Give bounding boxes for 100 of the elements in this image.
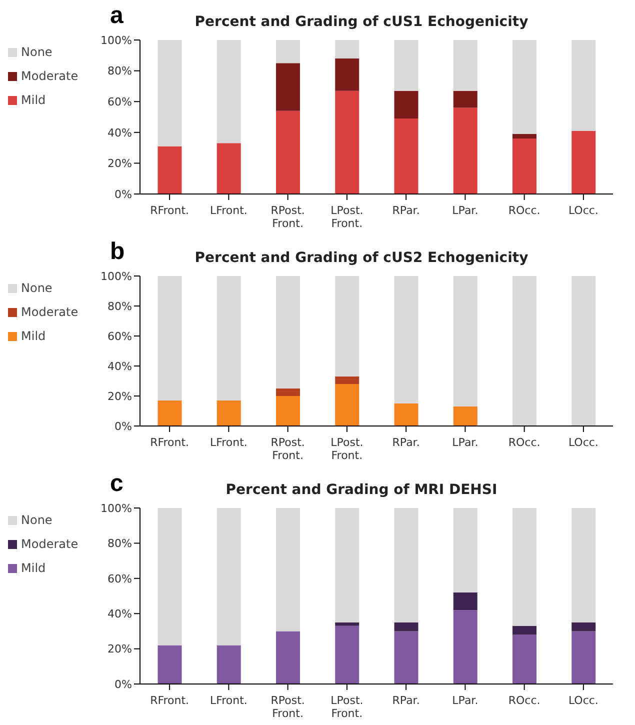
bar <box>512 134 536 139</box>
y-tick-label: 60% <box>108 572 132 586</box>
bar <box>335 626 360 684</box>
bar <box>276 631 300 684</box>
bar <box>335 622 360 626</box>
bar <box>572 276 596 426</box>
bar <box>512 138 536 194</box>
bar <box>216 40 241 144</box>
x-tick-label: ROcc. <box>508 694 540 707</box>
legend-label: None <box>21 281 52 295</box>
x-tick-label: LPar. <box>452 436 478 449</box>
bar <box>276 396 300 426</box>
bar <box>335 90 360 194</box>
x-tick-label: ROcc. <box>508 204 540 217</box>
y-tick-label: 100% <box>100 502 132 515</box>
bar <box>394 118 418 194</box>
y-tick-label: 100% <box>100 34 132 47</box>
bar <box>276 110 300 194</box>
x-tick-label: RFront. <box>150 204 190 217</box>
legend-label: None <box>21 45 52 59</box>
legend-label: Mild <box>21 329 46 343</box>
chart-title: Percent and Grading of cUS2 Echogenicity <box>194 250 528 266</box>
y-tick-label: 20% <box>108 642 132 656</box>
bar <box>335 376 360 384</box>
chart-title: Percent and Grading of cUS1 Echogenicity <box>194 14 528 30</box>
x-tick-label: RPost. Front. <box>270 204 305 230</box>
y-tick-label: 20% <box>108 157 132 170</box>
bar <box>453 406 478 426</box>
bar <box>394 276 418 404</box>
text: b <box>110 238 125 266</box>
y-tick-label: 80% <box>108 300 132 313</box>
y-tick-label: 60% <box>108 330 132 343</box>
x-tick-label: RFront. <box>150 694 190 707</box>
bar <box>276 40 300 64</box>
bar <box>335 276 360 376</box>
y-tick-label: 0% <box>114 188 132 201</box>
x-tick-label: ROcc. <box>508 436 540 449</box>
x-tick-label: LPar. <box>452 694 478 707</box>
bar <box>394 622 418 632</box>
bar <box>158 40 182 146</box>
bar <box>572 508 596 622</box>
legend-label: Mild <box>21 93 46 107</box>
bar <box>216 508 241 646</box>
x-tick-label: RPar. <box>392 694 420 707</box>
x-tick-label: LOcc. <box>568 204 598 217</box>
bar <box>453 40 478 91</box>
legend-label: None <box>21 513 52 527</box>
x-tick-label: LOcc. <box>568 436 598 449</box>
bar <box>394 631 418 684</box>
y-tick-label: 40% <box>108 126 132 140</box>
y-tick-label: 0% <box>114 420 132 433</box>
bar <box>276 63 300 111</box>
bar <box>158 508 182 646</box>
x-tick-label: LPost. Front. <box>330 204 364 230</box>
bar <box>158 645 182 684</box>
bar <box>572 622 596 632</box>
bar <box>216 276 241 400</box>
y-tick-label: 40% <box>108 608 132 621</box>
bar <box>512 626 536 635</box>
x-tick-label: LFront. <box>210 204 248 217</box>
bar <box>572 130 596 194</box>
y-tick-label: 40% <box>108 360 132 373</box>
bar <box>453 508 478 592</box>
y-tick-label: 80% <box>108 537 132 550</box>
bar <box>453 276 478 406</box>
bar <box>512 40 536 134</box>
bar <box>394 40 418 91</box>
text: c <box>110 470 124 498</box>
legend-label: Moderate <box>21 69 78 83</box>
bar <box>216 143 241 194</box>
bar <box>335 384 360 426</box>
y-tick-label: 80% <box>108 64 132 78</box>
bar <box>216 400 241 426</box>
x-tick-label: LFront. <box>210 694 248 707</box>
x-tick-label: LPost. Front. <box>330 694 364 720</box>
x-tick-label: RPar. <box>392 436 420 449</box>
bar <box>276 276 300 388</box>
bar <box>572 40 596 131</box>
x-tick-label: LFront. <box>210 436 248 449</box>
bar <box>276 508 300 632</box>
bar <box>335 58 360 91</box>
x-tick-label: RPost. Front. <box>270 436 305 462</box>
chart-title: Percent and Grading of MRI DEHSI <box>226 482 498 498</box>
bar <box>394 404 418 426</box>
y-tick-label: 100% <box>100 270 132 283</box>
x-tick-label: RPar. <box>392 204 420 217</box>
y-tick-label: 60% <box>108 96 132 109</box>
bar <box>512 634 536 684</box>
bar <box>572 631 596 684</box>
x-tick-label: LPar. <box>452 204 478 217</box>
y-tick-label: 0% <box>114 678 132 691</box>
bar <box>276 388 300 396</box>
bar <box>158 146 182 194</box>
bar <box>453 108 478 194</box>
bar <box>394 508 418 622</box>
bar <box>453 592 478 610</box>
bar <box>394 90 418 119</box>
x-tick-label: RPost. Front. <box>270 694 305 720</box>
bar <box>453 610 478 684</box>
legend-label: Mild <box>21 561 46 575</box>
